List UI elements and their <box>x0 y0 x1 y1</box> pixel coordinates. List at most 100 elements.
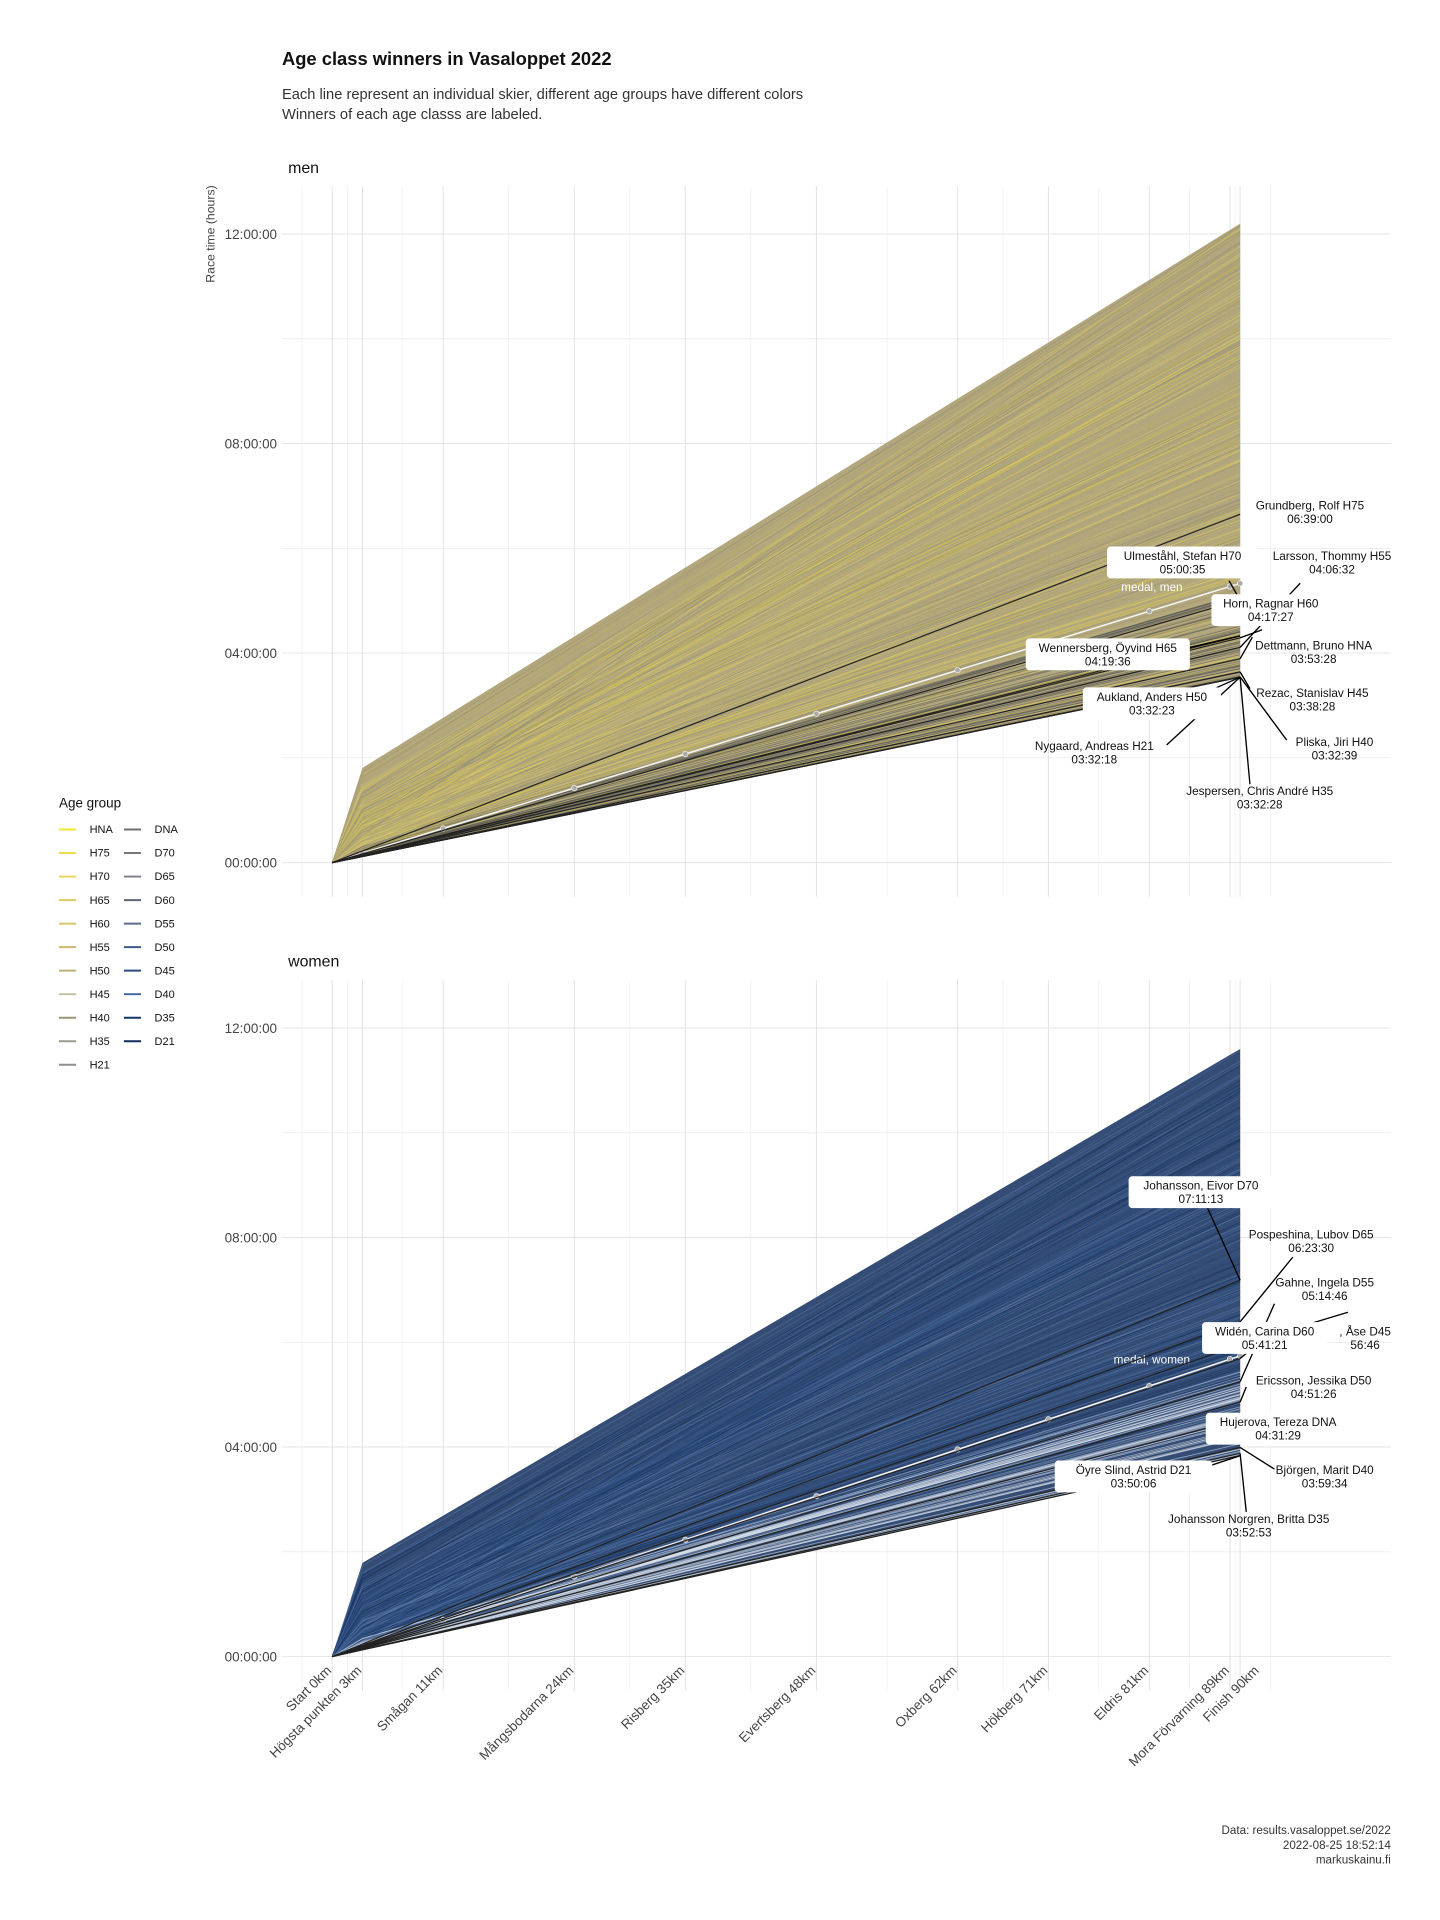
skier-line <box>332 1400 1241 1657</box>
winner-line <box>332 1419 1241 1658</box>
legend-item: D50 <box>123 942 175 954</box>
legend-label: D60 <box>155 895 175 907</box>
legend-item: H70 <box>58 871 110 883</box>
panel-title-women: women <box>287 954 339 971</box>
winner-name: Dettmann, Bruno HNA <box>1255 639 1372 652</box>
caption-source: Data: results.vasaloppet.se/2022 <box>1222 1824 1391 1837</box>
skier-line <box>331 386 1241 863</box>
skier-line <box>331 1074 1241 1657</box>
panel-men: 00:00:00 04:00:00 08:00:00 12:00:00 medal, m… <box>225 186 1392 897</box>
winner-line <box>331 513 1241 864</box>
skier-line <box>331 381 1241 863</box>
legend-label: HNA <box>90 824 114 836</box>
skier-line <box>331 425 1241 863</box>
winner-label-box <box>1054 1460 1213 1493</box>
skier-line <box>331 1185 1241 1657</box>
legend-label: H45 <box>90 989 110 1001</box>
winner-time: 05:14:46 <box>1302 1290 1348 1303</box>
winner-time: 04:31:29 <box>1255 1430 1301 1443</box>
skier-line <box>331 304 1241 863</box>
winner-line <box>332 599 1241 864</box>
winner-label-leader <box>1239 676 1288 741</box>
skier-line <box>331 502 1241 863</box>
skier-line <box>331 1204 1241 1657</box>
skier-line <box>331 1138 1241 1657</box>
skier-line <box>332 480 1241 863</box>
panel-women: 00:00:00 04:00:00 08:00:00 12:00:00 medal, w… <box>225 980 1391 1691</box>
skier-line <box>331 264 1241 863</box>
medal-checkpoint-point <box>682 750 689 758</box>
skier-line <box>331 233 1241 863</box>
winner-time: 06:23:30 <box>1288 1242 1334 1255</box>
skier-line <box>332 1239 1241 1657</box>
skier-line <box>331 1185 1241 1657</box>
skier-line <box>331 1087 1241 1657</box>
skier-line <box>331 1289 1241 1657</box>
skier-line <box>332 503 1241 863</box>
x-tick-label: Smågan 11km <box>374 1663 445 1734</box>
winner-name: Öyre Slind, Astrid D21 <box>1076 1464 1192 1477</box>
skier-line <box>331 1096 1241 1657</box>
winner-label-leader <box>1239 636 1253 660</box>
caption-timestamp: 2022-08-25 18:52:14 <box>1283 1839 1391 1852</box>
skier-line <box>331 354 1241 863</box>
y-tick-label: 00:00:00 <box>225 1649 277 1664</box>
winner-time: 05:41:21 <box>1242 1339 1288 1352</box>
skier-line <box>331 1191 1241 1657</box>
skier-line <box>331 1262 1241 1657</box>
legend-label: H35 <box>90 1036 110 1048</box>
legend-label: H55 <box>90 942 110 954</box>
winner-label-leader <box>1239 1453 1247 1513</box>
skier-line <box>331 1132 1241 1657</box>
legend-label: H60 <box>90 918 110 930</box>
legend-label: D35 <box>155 1012 175 1024</box>
winner-time: 03:59:34 <box>1302 1477 1348 1490</box>
legend-label: H75 <box>90 848 110 860</box>
skier-line <box>331 1239 1241 1657</box>
winner-name: Wennersberg, Öyvind H65 <box>1039 642 1178 655</box>
winner-time: 04:17:27 <box>1248 611 1294 624</box>
panel-title-men: men <box>288 160 319 177</box>
skier-line <box>332 1292 1241 1657</box>
winner-name: Rezac, Stanislav H45 <box>1256 687 1369 700</box>
skier-line <box>331 1189 1241 1657</box>
winner-name: Aukland, Anders H50 <box>1097 691 1208 704</box>
skier-line <box>331 281 1241 863</box>
y-tick-label: 04:00:00 <box>225 1440 277 1455</box>
winner-line <box>332 1344 1241 1658</box>
winner-label-box <box>1128 1176 1274 1209</box>
skier-line <box>331 1095 1241 1657</box>
chart-subtitle-line-1: Each line represent an individual skier,… <box>282 87 803 103</box>
skier-line <box>331 493 1241 863</box>
skier-line <box>332 1437 1241 1657</box>
skier-line <box>331 1227 1241 1657</box>
winner-label-box <box>1205 1412 1351 1445</box>
chart-title: Age class winners in Vasaloppet 2022 <box>282 48 612 69</box>
skier-line <box>331 325 1241 863</box>
medal-checkpoint-point <box>1146 608 1153 615</box>
winner-name: Jespersen, Chris André H35 <box>1186 785 1333 798</box>
skier-line <box>331 233 1241 863</box>
legend-label: H70 <box>90 871 110 883</box>
skier-line <box>331 1107 1241 1657</box>
skier-line <box>331 1225 1241 1657</box>
skier-line <box>331 506 1241 863</box>
winner-time: 03:32:28 <box>1237 799 1283 812</box>
winner-time: 06:39:00 <box>1287 513 1333 526</box>
legend-item: H60 <box>58 918 110 930</box>
legend-label: H50 <box>90 965 110 977</box>
x-tick-label: Hökberg 71km <box>978 1663 1051 1736</box>
